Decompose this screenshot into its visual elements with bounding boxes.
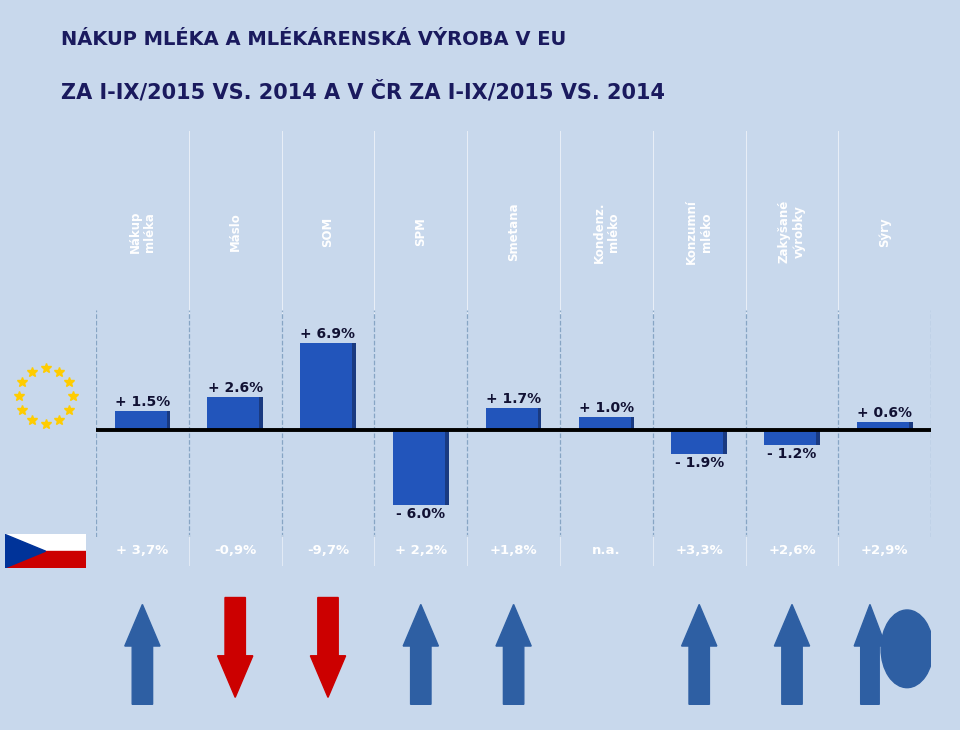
FancyArrow shape: [403, 604, 439, 704]
Bar: [486, 408, 541, 430]
Text: + 3,7%: + 3,7%: [116, 544, 169, 557]
Text: +3,3%: +3,3%: [675, 544, 723, 557]
Circle shape: [881, 610, 933, 688]
Bar: [300, 343, 356, 430]
Bar: [5, 551, 86, 568]
FancyArrow shape: [310, 597, 346, 697]
FancyArrow shape: [496, 604, 531, 704]
Bar: [816, 430, 820, 445]
Text: + 0.6%: + 0.6%: [857, 406, 912, 420]
Text: ZA I-IX/2015 VS. 2014 A V ČR ZA I-IX/2015 VS. 2014: ZA I-IX/2015 VS. 2014 A V ČR ZA I-IX/201…: [60, 81, 664, 102]
FancyArrow shape: [125, 604, 160, 704]
Text: SOM: SOM: [322, 217, 334, 247]
Text: + 1.5%: + 1.5%: [115, 394, 170, 409]
Bar: [631, 417, 635, 430]
Bar: [723, 430, 727, 453]
FancyArrow shape: [218, 597, 252, 697]
Text: -9,7%: -9,7%: [307, 544, 349, 557]
Text: + 2,2%: + 2,2%: [395, 544, 446, 557]
Bar: [5, 534, 86, 551]
Polygon shape: [5, 534, 46, 568]
Bar: [579, 417, 635, 430]
Text: SPM: SPM: [415, 218, 427, 246]
Text: +2,6%: +2,6%: [768, 544, 816, 557]
Text: Nákup
mléka: Nákup mléka: [129, 210, 156, 253]
Bar: [671, 430, 727, 453]
Bar: [857, 422, 913, 430]
Text: - 6.0%: - 6.0%: [396, 507, 445, 521]
Bar: [166, 411, 170, 430]
Text: n.a.: n.a.: [592, 544, 621, 557]
Text: Konzumní
mléko: Konzumní mléko: [685, 199, 713, 264]
Bar: [909, 422, 913, 430]
Text: - 1.9%: - 1.9%: [675, 456, 724, 470]
FancyArrow shape: [854, 604, 886, 704]
Bar: [393, 430, 448, 505]
Text: Smetana: Smetana: [507, 202, 520, 261]
Bar: [259, 397, 263, 430]
Text: +1,8%: +1,8%: [490, 544, 538, 557]
Text: -0,9%: -0,9%: [214, 544, 256, 557]
Text: Zakyšané
výrobky: Zakyšané výrobky: [778, 200, 806, 264]
Bar: [114, 411, 170, 430]
Text: Kondenz.
mléko: Kondenz. mléko: [592, 201, 620, 263]
Text: Sýry: Sýry: [878, 217, 891, 247]
Text: NÁKUP MLÉKA A MLÉKÁRENSKÁ VÝROBA V EU: NÁKUP MLÉKA A MLÉKÁRENSKÁ VÝROBA V EU: [60, 30, 566, 49]
Bar: [352, 343, 356, 430]
Text: - 1.2%: - 1.2%: [767, 447, 817, 461]
Text: Máslo: Máslo: [228, 212, 242, 251]
FancyArrow shape: [775, 604, 809, 704]
Text: + 1.0%: + 1.0%: [579, 401, 634, 415]
Text: +2,9%: +2,9%: [861, 544, 908, 557]
Bar: [207, 397, 263, 430]
Text: + 1.7%: + 1.7%: [486, 392, 541, 406]
Bar: [764, 430, 820, 445]
Text: + 6.9%: + 6.9%: [300, 326, 355, 341]
Bar: [444, 430, 448, 505]
Text: + 2.6%: + 2.6%: [207, 381, 263, 395]
FancyArrow shape: [682, 604, 717, 704]
Bar: [538, 408, 541, 430]
